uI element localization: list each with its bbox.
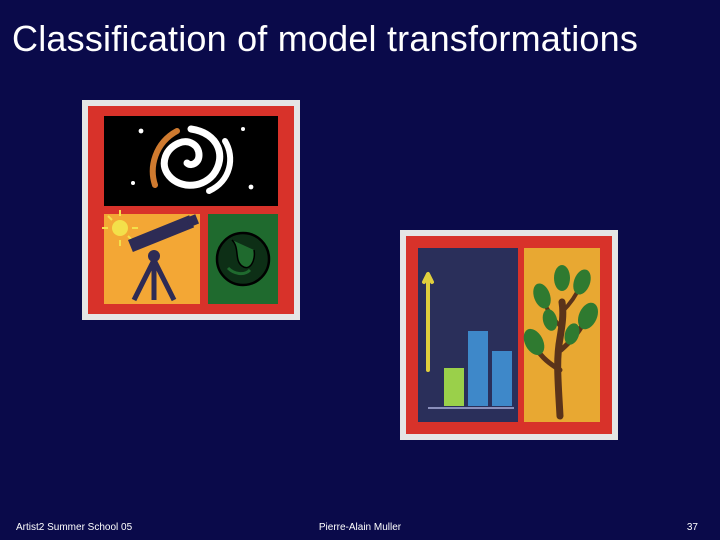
- illustration-chart-tree: [400, 230, 618, 440]
- slide-content: [0, 60, 720, 480]
- slide-title: Classification of model transformations: [0, 0, 720, 60]
- illustration-astronomy: [82, 100, 300, 320]
- footer-center: Pierre-Alain Muller: [319, 522, 401, 533]
- footer-page-number: 37: [687, 522, 698, 533]
- footer-left: Artist2 Summer School 05: [16, 522, 132, 533]
